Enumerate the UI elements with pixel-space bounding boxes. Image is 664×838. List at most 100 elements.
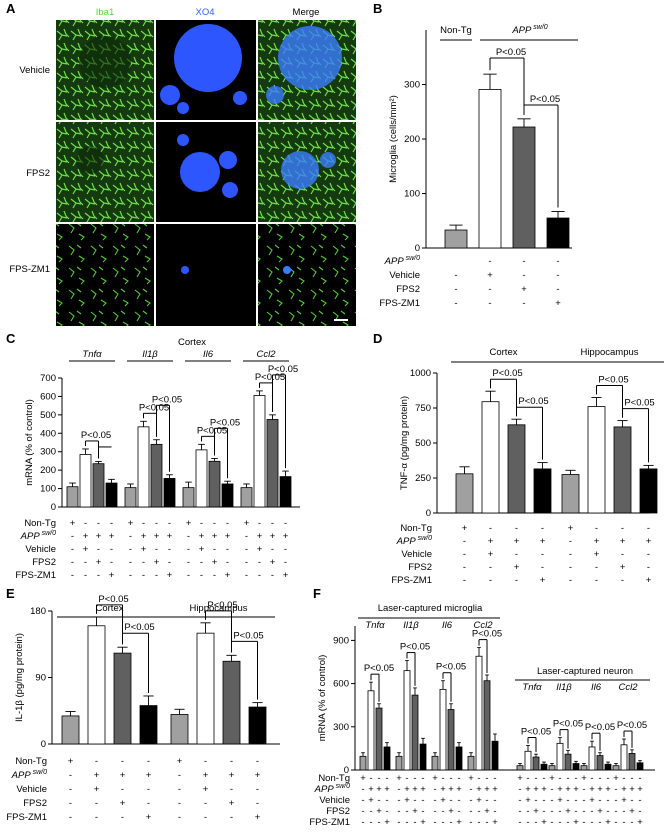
chart-b-condition-mark: - xyxy=(454,298,457,309)
chart-f-condition-mark: - xyxy=(441,773,444,784)
chart-f-condition-mark: - xyxy=(630,795,633,806)
chart-b-condition-label: FPS-ZM1 xyxy=(379,298,420,309)
chart-f-significance-label: P<0.05 xyxy=(436,662,466,673)
chart-f-condition-mark: - xyxy=(518,806,521,817)
chart-f-gene-label: Tnfα xyxy=(522,682,542,693)
chart-f-condition-mark: + xyxy=(533,806,539,817)
chart-f-condition-mark: - xyxy=(385,806,388,817)
chart-c-bar xyxy=(208,460,221,508)
chart-c-condition-mark: - xyxy=(245,570,248,581)
chart-f-condition-mark: - xyxy=(477,773,480,784)
plaque-xo4-vehicle-small-2 xyxy=(233,91,247,105)
chart-f-bar xyxy=(604,763,612,771)
column-header-iba1: Iba1 xyxy=(96,7,115,18)
chart-f-condition-mark: + xyxy=(541,817,547,828)
chart-c-condition-mark: - xyxy=(71,544,74,555)
chart-f-condition-mark: + xyxy=(420,784,426,795)
chart-d-condition-mark: + xyxy=(646,536,652,547)
chart-c-condition-mark: - xyxy=(97,570,100,581)
chart-f-condition-mark: - xyxy=(614,784,617,795)
chart-d-condition-mark: - xyxy=(569,575,572,586)
chart-f-condition-mark: - xyxy=(630,773,633,784)
chart-f-condition-mark: + xyxy=(440,795,446,806)
chart-f-condition-mark: + xyxy=(621,795,627,806)
chart-b-y-axis-label: Microglia (cells/mm²) xyxy=(388,95,399,183)
chart-e-group-label: Hippocampus xyxy=(189,603,247,614)
chart-d-condition-mark: - xyxy=(647,523,650,534)
chart-d-condition-mark: + xyxy=(514,536,520,547)
chart-e-condition-mark: - xyxy=(147,756,150,767)
chart-d-condition-label: FPS2 xyxy=(408,562,432,573)
chart-c-condition-mark: - xyxy=(129,557,132,568)
chart-c-bar xyxy=(124,487,137,508)
chart-f-condition-mark: - xyxy=(377,817,380,828)
chart-c-bar xyxy=(195,449,208,508)
chart-d-condition-mark: - xyxy=(515,575,518,586)
chart-e-condition-mark: - xyxy=(178,812,181,823)
chart-c-condition-mark: - xyxy=(97,544,100,555)
chart-e-condition-mark: - xyxy=(204,798,207,809)
chart-c-y-tick-label: 500 xyxy=(40,410,56,421)
chart-d-condition-label: APP sw/0 xyxy=(396,535,432,547)
chart-d-condition-mark: - xyxy=(647,562,650,573)
chart-c-condition-mark: - xyxy=(271,544,274,555)
chart-f-condition-label: Non-Tg xyxy=(318,773,350,784)
chart-d-condition-mark: - xyxy=(489,523,492,534)
chart-f-gene-label: Il1β xyxy=(556,682,572,693)
chart-e-condition-mark: - xyxy=(95,812,98,823)
chart-f-condition-mark: - xyxy=(433,795,436,806)
chart-f-condition-mark: + xyxy=(484,806,490,817)
chart-b-condition-mark: - xyxy=(454,284,457,295)
chart-d-condition-mark: - xyxy=(463,562,466,573)
chart-d-condition-mark: + xyxy=(620,562,626,573)
chart-b-condition-label: Vehicle xyxy=(389,270,420,281)
chart-e-bar xyxy=(87,625,106,745)
chart-b-condition-mark: - xyxy=(556,256,559,267)
chart-c-condition-mark: - xyxy=(284,557,287,568)
chart-f-condition-mark: - xyxy=(558,806,561,817)
chart-c-condition-mark: + xyxy=(225,570,231,581)
chart-f-bar xyxy=(532,756,540,771)
chart-e-condition-mark: - xyxy=(230,756,233,767)
panel-f: F 0 300 600 900 mRNA (% of control) Tnfα P<0.0… xyxy=(309,586,655,828)
chart-f-bar xyxy=(548,765,556,771)
chart-c-condition-mark: - xyxy=(168,544,171,555)
chart-c-bar xyxy=(163,478,176,508)
chart-c-condition-mark: + xyxy=(244,518,250,529)
plaque-xo4-fps2-small-3 xyxy=(177,134,189,146)
chart-f-condition-mark: + xyxy=(432,773,438,784)
panel-label-c: C xyxy=(6,331,16,346)
chart-f-condition-mark: + xyxy=(573,817,579,828)
chart-c-condition-mark: - xyxy=(155,544,158,555)
chart-f-condition-mark: - xyxy=(558,817,561,828)
chart-e-condition-mark: - xyxy=(121,812,124,823)
chart-f-condition-mark: - xyxy=(534,795,537,806)
chart-e-bar xyxy=(61,715,80,745)
chart-c-condition-label: FPS-ZM1 xyxy=(15,570,56,581)
chart-c-condition-mark: + xyxy=(154,557,160,568)
chart-c-significance-label: P<0.05 xyxy=(139,402,169,413)
chart-c-condition-label: APP sw/0 xyxy=(20,530,56,542)
chart-c-condition-mark: - xyxy=(200,557,203,568)
plaque-xo4-vehicle xyxy=(174,24,242,92)
chart-f-condition-mark: - xyxy=(622,817,625,828)
chart-f-condition-mark: - xyxy=(493,773,496,784)
chart-f-bar xyxy=(419,743,427,771)
chart-c-bar xyxy=(253,395,266,508)
chart-c-condition-mark: - xyxy=(168,518,171,529)
chart-f-condition-mark: - xyxy=(606,773,609,784)
chart-f-condition-mark: - xyxy=(477,806,480,817)
chart-f-condition-mark: - xyxy=(638,795,641,806)
chart-e-condition-mark: + xyxy=(146,812,152,823)
chart-b-bar xyxy=(444,229,468,249)
chart-c-bar xyxy=(79,454,92,508)
chart-c-condition-mark: - xyxy=(258,557,261,568)
chart-c-condition-mark: - xyxy=(258,570,261,581)
chart-c-condition-mark: - xyxy=(168,557,171,568)
chart-d-y-tick-label: 750 xyxy=(415,403,431,414)
chart-d-condition-label: Vehicle xyxy=(401,549,432,560)
plaque-merge-vehicle-small xyxy=(266,86,284,104)
chart-b-condition-mark: - xyxy=(488,284,491,295)
plaque-xo4-fps2-small-1 xyxy=(219,151,237,169)
chart-c-condition-mark: + xyxy=(141,531,147,542)
